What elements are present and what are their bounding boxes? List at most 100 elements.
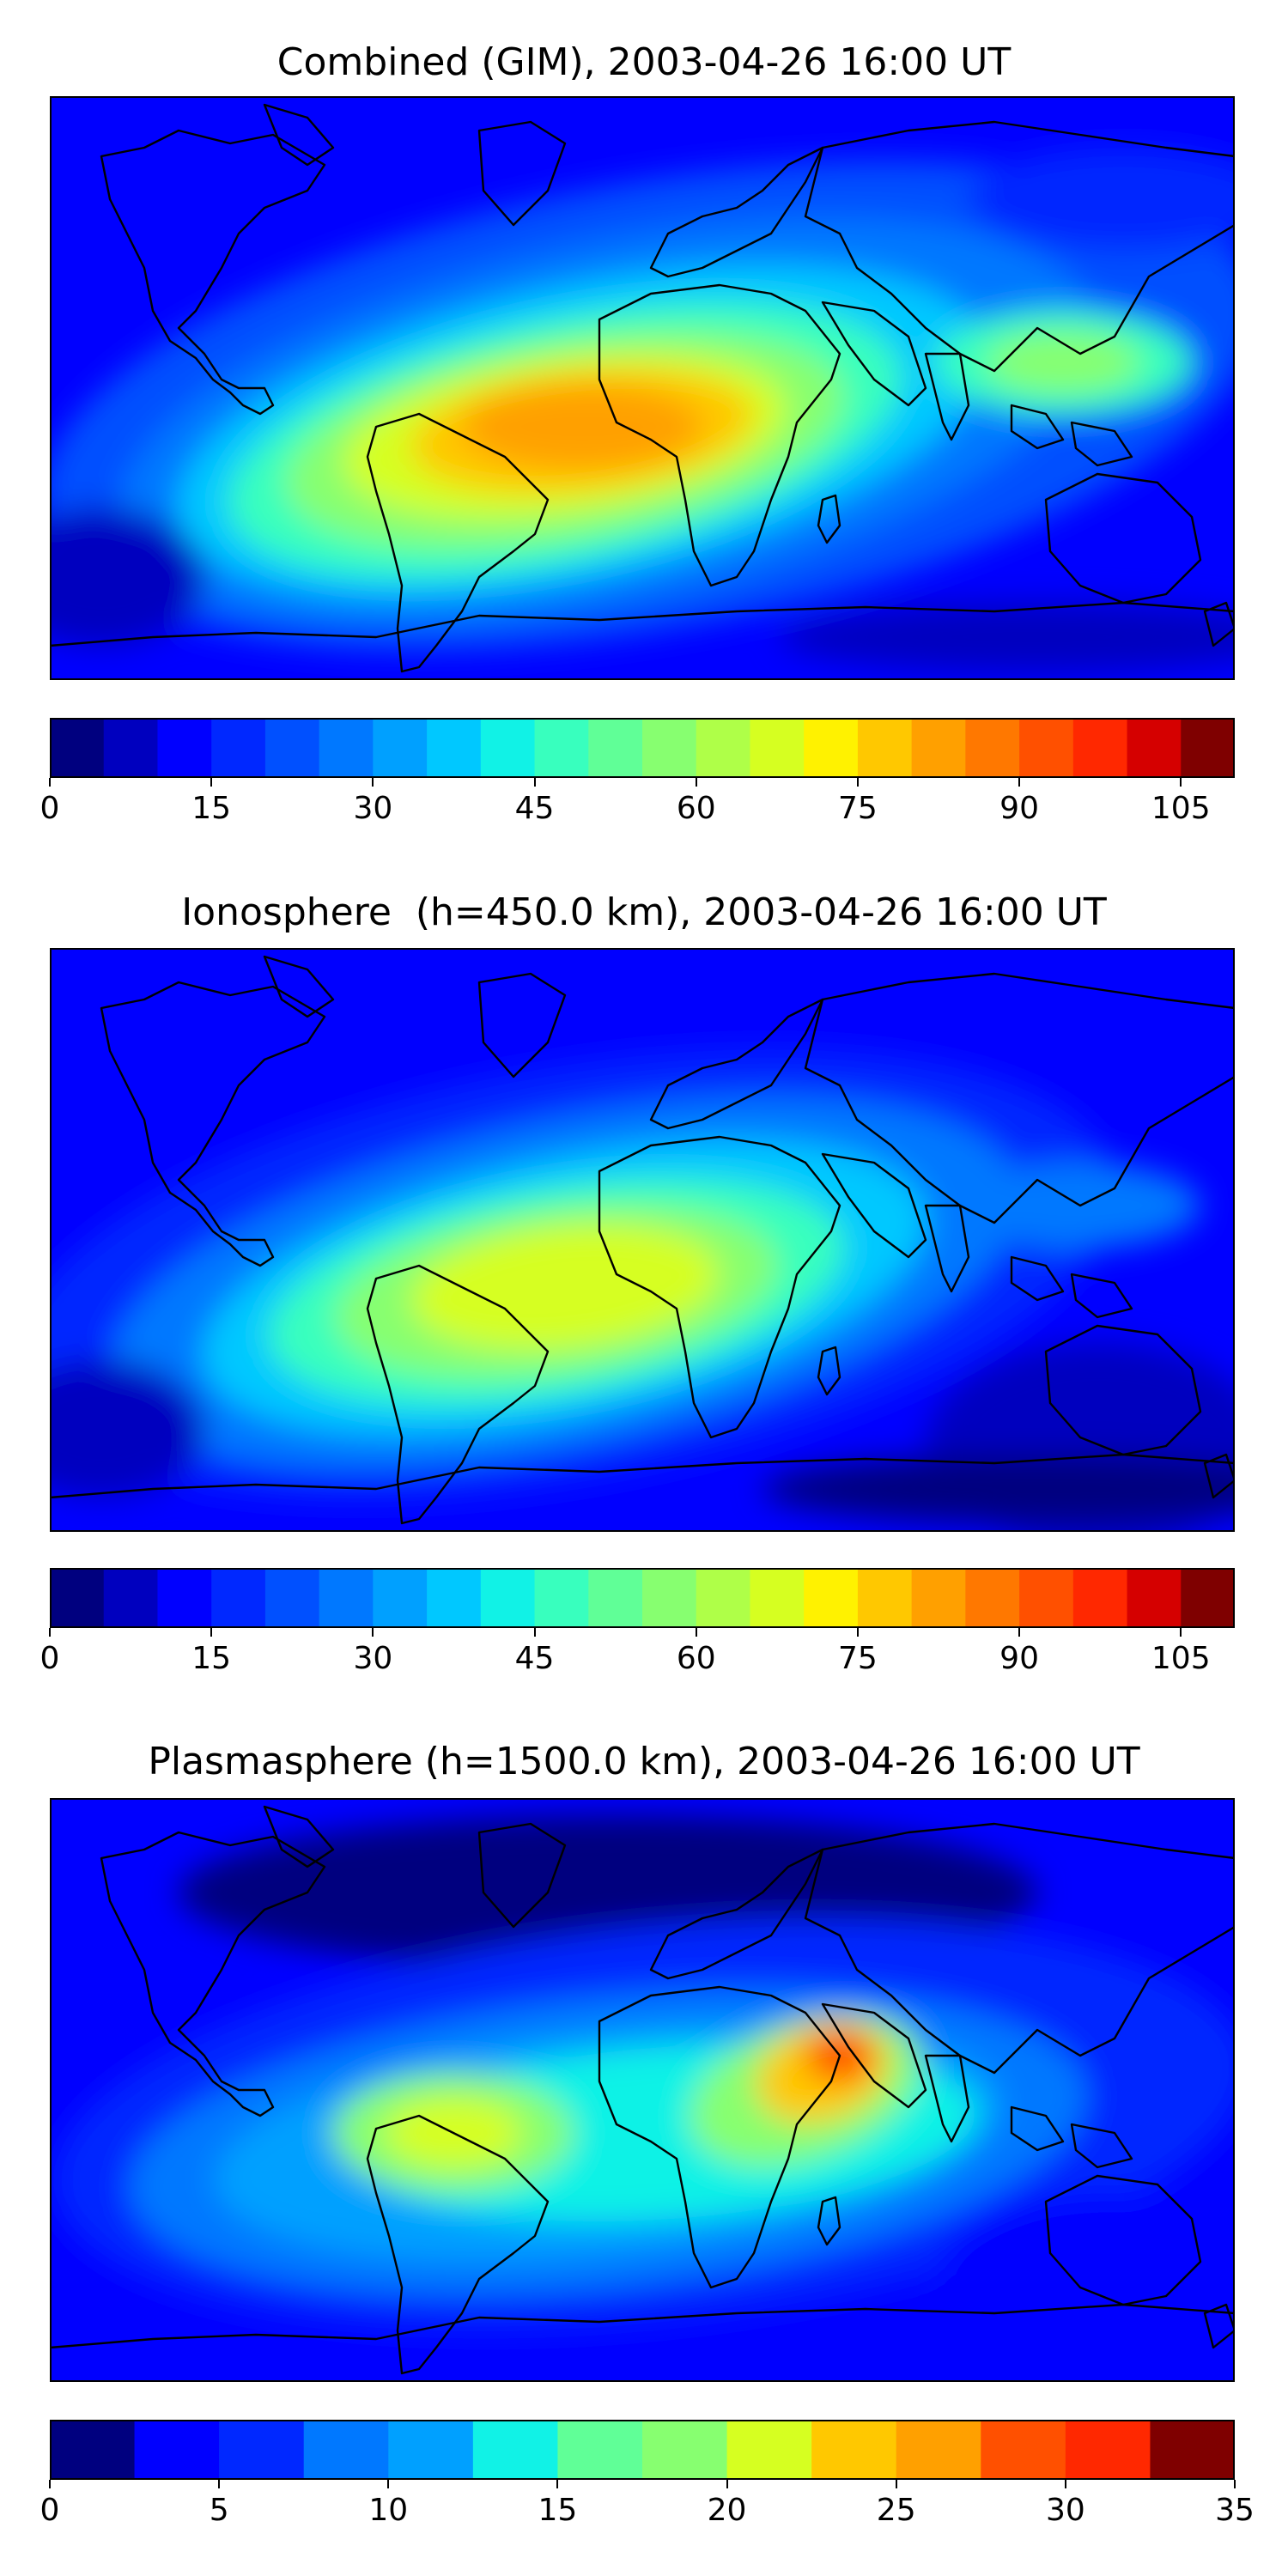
coastline [366,2114,550,2375]
contour-region [986,332,1140,392]
coastline [1203,601,1235,647]
colorbar-tick-mark [726,2480,728,2488]
coastline [924,2054,970,2143]
colorbar-tick-mark [695,778,697,787]
colorbar-tick-mark [49,1628,51,1637]
tec-map [50,948,1235,1532]
colorbar-segment [103,1568,159,1628]
contour-region [762,1455,1235,1523]
coastline [817,494,841,544]
colorbar-segment [1181,1568,1236,1628]
map-plasmasphere [50,1798,1235,2382]
coastline [924,352,970,441]
colorbar-segment [981,2420,1066,2480]
coastline [598,283,841,587]
colorbar-tick-mark [1234,2480,1236,2488]
map-combined [50,96,1235,680]
colorbar-segment [480,1568,536,1628]
colorbar-tick-mark [1180,1628,1182,1637]
colorbar-tick-label: 5 [209,2493,229,2528]
colorbar-tick-mark [856,778,859,787]
colorbar-segment [750,1568,805,1628]
colorbar-segment [319,718,374,778]
coastlines [50,1805,1235,2375]
coastline [1044,472,1202,605]
coastline [804,1822,1235,2075]
colorbar-segment [588,718,643,778]
colorbar-segment [50,1568,105,1628]
colorbar-combined [50,718,1236,778]
coastline [477,1822,567,1929]
colorbar-tick-mark [210,778,213,787]
colorbar-segment [303,2420,389,2480]
colorbar-tick-label: 15 [191,791,232,826]
coastline [100,1831,326,2117]
contour-region [50,508,204,646]
coastline [263,1805,335,1868]
colorbar-segment [642,1568,697,1628]
colorbar-segment [965,1568,1020,1628]
colorbar-segment [696,718,751,778]
colorbar-tick-label: 25 [876,2493,916,2528]
coastline [100,981,326,1267]
colorbar-segment [696,1568,751,1628]
colorbar-segment [134,2420,220,2480]
colorbar-segment [1150,2420,1236,2480]
colorbar-segment [1127,718,1182,778]
colorbar-segment [1127,1568,1182,1628]
colorbar-tick-label: 0 [39,1641,60,1676]
colorbar-tick-mark [1018,1628,1021,1637]
colorbar-tick-label: 75 [838,1641,878,1676]
colorbar-tick-label: 90 [999,791,1039,826]
colorbar-segment [103,718,159,778]
coastline [263,103,335,167]
coastline [50,1453,1235,1499]
colorbar-tick-mark [556,2480,559,2488]
map-frame-outline [50,948,1235,1532]
colorbar-segment [911,718,966,778]
coastline [1070,2123,1133,2169]
coastline [598,1135,841,1439]
contour-region [780,603,1235,671]
coastline [804,972,1235,1224]
colorbar-tick-label: 45 [514,791,555,826]
coastlines [50,103,1235,673]
colorbar-tick-mark [372,778,374,787]
coastline [804,120,1235,373]
map-ionosphere [50,948,1235,1532]
colorbar-segment [1019,718,1074,778]
colorbar-segment [427,718,482,778]
colorbar-tick-label: 15 [538,2493,578,2528]
colorbar-segment [1065,2420,1151,2480]
contour-region [50,1360,204,1498]
coastline [100,129,326,416]
colorbar-segment [857,718,913,778]
coastline [1044,1324,1202,1456]
colorbar-outline [50,718,1235,778]
colorbar-tick-label: 30 [353,1641,393,1676]
colorbar-tick-label: 20 [707,2493,747,2528]
colorbar-segment [1072,1568,1128,1628]
coastline [821,2002,927,2109]
colorbar-tick-mark [533,778,536,787]
colorbar-tick-label: 90 [999,1641,1039,1676]
colorbar-segment [965,718,1020,778]
colorbar-tick-mark [372,1628,374,1637]
colorbar-outline [50,1568,1235,1628]
colorbar-plasmasphere [50,2420,1236,2480]
coastline [50,601,1235,647]
colorbar-segment [911,1568,966,1628]
colorbar-tick-mark [387,2480,390,2488]
colorbar-segment [219,2420,305,2480]
tec-map [50,1798,1235,2382]
coastline [598,1985,841,2289]
coastline [1203,1453,1235,1499]
colorbar-segment [726,2420,812,2480]
colorbar-tick-mark [218,2480,221,2488]
map-frame-outline [50,1798,1235,2382]
coastline [1203,2303,1235,2349]
colorbar-segment [157,718,212,778]
colorbar-segment [373,1568,428,1628]
coastline [821,1152,927,1259]
panel-title: Ionosphere (h=450.0 km), 2003-04-26 16:0… [181,890,1107,934]
